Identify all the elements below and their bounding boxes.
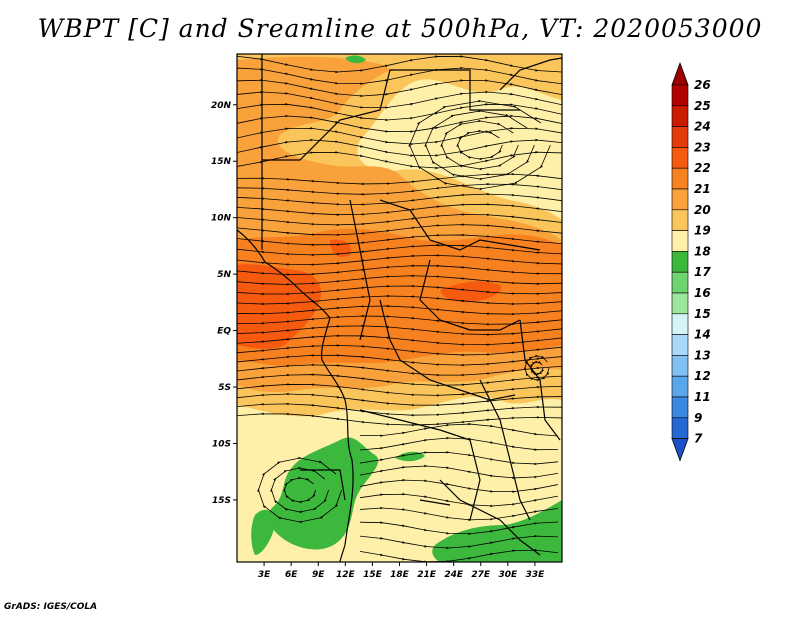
x-tick-label: 24E: [444, 570, 464, 580]
x-tick-label: 6E: [285, 570, 298, 580]
y-tick-label: 5S: [218, 383, 231, 393]
figure-title: WBPT [C] and Sreamline at 500hPa, VT: 20…: [37, 14, 763, 43]
colorbar-swatch: [671, 126, 689, 148]
x-tick-label: 9E: [312, 570, 325, 580]
streamline: [237, 55, 562, 74]
colorbar-swatch: [671, 105, 689, 127]
y-tick-label: 15N: [211, 157, 232, 167]
streamline: [237, 254, 562, 266]
x-tick-label: 12E: [336, 570, 356, 580]
colorbar-label: 20: [694, 203, 711, 217]
streamline: [359, 464, 559, 480]
colorbar-swatch: [671, 271, 689, 294]
streamline: [237, 334, 562, 346]
colorbar-label: 14: [694, 328, 711, 342]
colorbar-label: 16: [694, 286, 711, 300]
streamline: [237, 304, 562, 316]
colorbar-label: 15: [694, 307, 711, 321]
colorbar-swatch: [671, 396, 689, 419]
streamline: [359, 478, 559, 494]
streamline: [359, 492, 559, 508]
colorbar-swatch: [671, 209, 689, 231]
streamline: [237, 344, 562, 357]
colorbar-label: 24: [694, 120, 711, 134]
streamline: [237, 66, 562, 85]
streamline: [237, 213, 562, 227]
x-tick-label: 27E: [471, 570, 491, 580]
streamline: [237, 264, 562, 276]
x-axis-ticks: 3E 6E 9E 12E 15E 18E 21E 24E 27E 30E 33E: [258, 562, 545, 580]
y-tick-label: 10N: [211, 214, 232, 224]
colorbar-label: 18: [694, 244, 711, 258]
colorbar-label: 12: [694, 369, 711, 383]
streamline: [237, 324, 562, 336]
streamline: [359, 450, 559, 466]
streamline: [359, 436, 559, 451]
colorbar-swatch: [671, 147, 689, 169]
colorbar-label: 13: [694, 348, 711, 362]
streamline: [523, 354, 550, 382]
streamline: [359, 548, 559, 562]
colorbar-swatch: [671, 292, 689, 315]
streamline: [237, 314, 562, 326]
streamline: [237, 373, 562, 387]
streamline: [237, 192, 562, 206]
y-tick-label: 20N: [211, 101, 232, 111]
x-tick-label: 15E: [363, 570, 383, 580]
y-tick-label: 10S: [212, 439, 231, 449]
streamline: [408, 99, 551, 191]
x-tick-label: 33E: [526, 570, 546, 580]
y-axis-ticks: 20N 15N 10N 5N EQ 5S 10S 15S: [211, 101, 237, 506]
streamline: [237, 223, 562, 237]
colorbar-top-arrow: [671, 61, 689, 86]
x-tick-label: 21E: [417, 570, 437, 580]
colorbar-label: 17: [694, 265, 711, 279]
streamline: [237, 354, 562, 367]
colorbar-swatch: [671, 230, 689, 252]
colorbar-swatch: [671, 313, 689, 335]
streamline: [237, 284, 562, 296]
colorbar-label: 11: [694, 390, 711, 404]
colorbar-legend: 26 25 24 23 22 21 20 19 18 17 16 15 14 13 12 11 9 7: [671, 61, 711, 462]
colorbar-label: 9: [694, 411, 702, 425]
colorbar-label: 7: [694, 432, 703, 446]
streamline: [359, 534, 559, 550]
colorbar-swatch: [671, 334, 689, 356]
y-tick-label: EQ: [217, 327, 231, 337]
streamline: [237, 294, 562, 306]
colorbar-swatch: [671, 167, 689, 190]
colorbar-label: 21: [694, 182, 711, 196]
y-tick-label: 5N: [217, 270, 231, 280]
x-tick-label: 3E: [258, 570, 271, 580]
streamline: [359, 422, 559, 437]
colorbar-label: 26: [694, 78, 711, 92]
colorbar-swatch: [671, 417, 689, 439]
colorbar-swatch: [671, 84, 689, 107]
streamline: [359, 521, 559, 536]
streamline: [359, 506, 559, 522]
x-tick-label: 18E: [390, 570, 410, 580]
colorbar-label: 19: [694, 224, 711, 238]
colorbar-swatch: [671, 188, 689, 211]
colorbar-swatch: [671, 251, 689, 273]
grads-credit: GrADS: IGES/COLA: [4, 602, 98, 612]
colorbar-label: 25: [694, 99, 711, 113]
x-tick-label: 30E: [498, 570, 518, 580]
y-tick-label: 15S: [212, 496, 231, 506]
colorbar-label: 23: [694, 140, 711, 154]
streamline: [237, 363, 562, 377]
streamline: [237, 203, 562, 217]
colorbar-bottom-arrow: [671, 438, 689, 462]
colorbar-label: 22: [694, 161, 711, 175]
streamline: [257, 456, 342, 524]
colorbar-swatch: [671, 355, 689, 377]
streamline: [237, 233, 562, 247]
colorbar-swatch: [671, 375, 689, 398]
streamlines: [237, 55, 562, 562]
streamline: [237, 274, 562, 286]
